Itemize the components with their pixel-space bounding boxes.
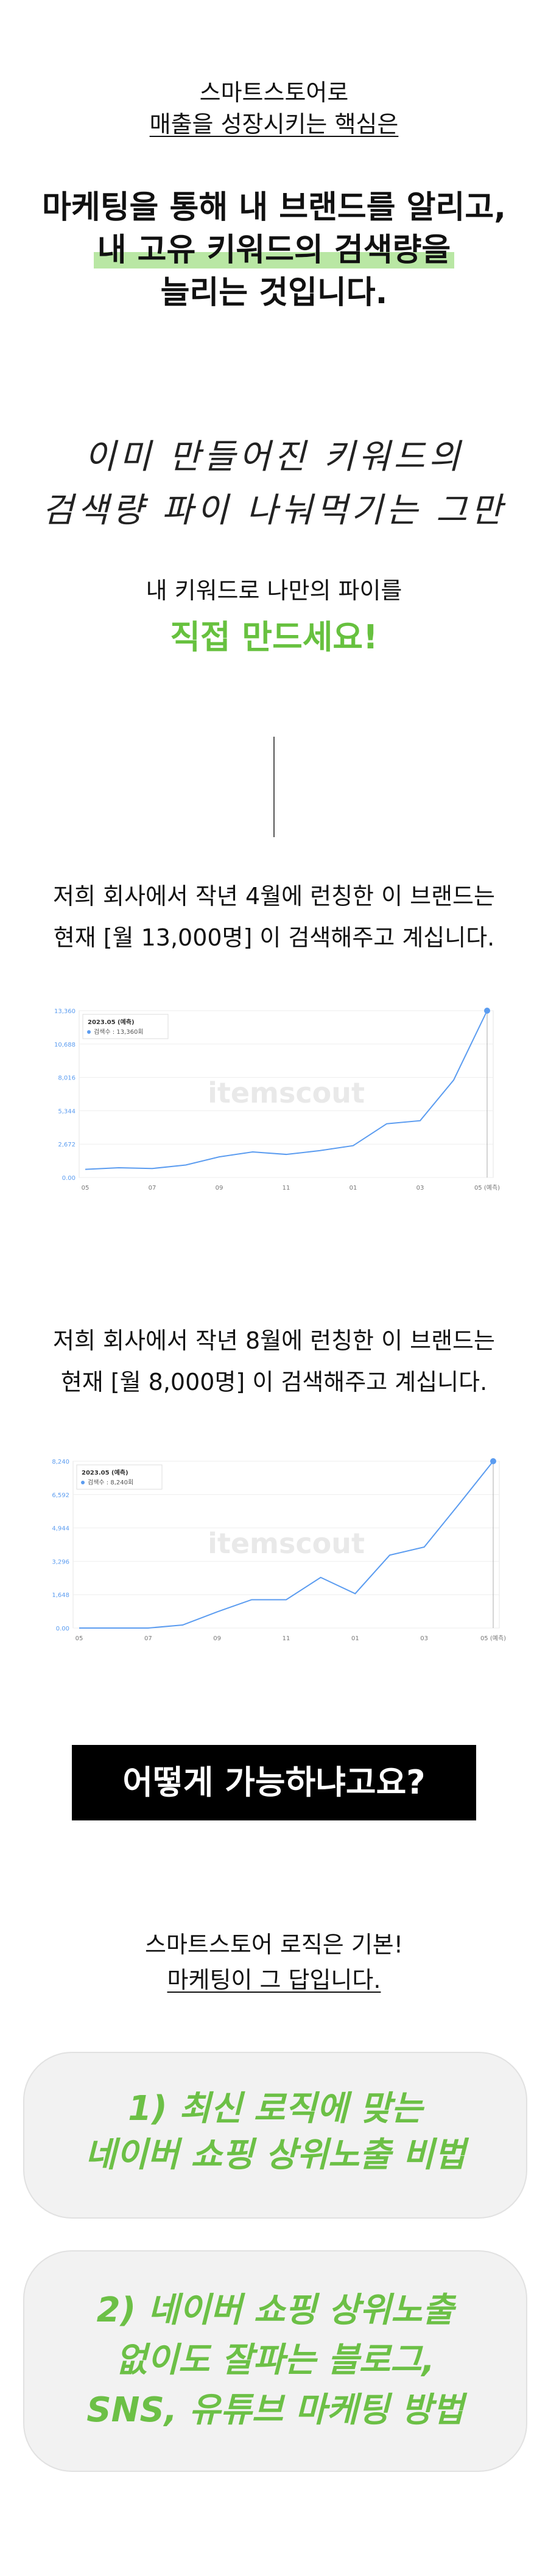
card2-line1: 2) 네이버 쇼핑 상위노출 (96, 2290, 454, 2330)
headline-line2: 내 고유 키워드의 검색량을 (0, 229, 548, 272)
y-tick-label: 8,240 (52, 1459, 69, 1465)
y-tick-label: 1,648 (52, 1592, 69, 1599)
y-tick-label: 4,944 (52, 1526, 69, 1532)
pie-line1: 내 키워드로 나만의 파이를 (146, 577, 402, 604)
tooltip-legend-dot (81, 1481, 85, 1484)
y-tick-label: 8,016 (58, 1075, 76, 1082)
x-tick-label: 05 (예측) (480, 1635, 506, 1642)
x-tick-label: 05 (76, 1635, 83, 1642)
headline-line1: 마케팅을 통해 내 브랜드를 알리고, (42, 189, 506, 226)
tooltip-legend-dot (87, 1030, 91, 1034)
case1-line1: 저희 회사에서 작년 4월에 런칭한 이 브랜드는 (53, 883, 495, 910)
x-tick-label: 09 (213, 1635, 221, 1642)
answer-line1: 스마트스토어 로직은 기본! (145, 1931, 403, 1958)
x-tick-label: 11 (283, 1635, 290, 1642)
x-tick-label: 09 (216, 1185, 223, 1191)
y-tick-label: 0.00 (62, 1175, 76, 1182)
x-tick-label: 01 (351, 1635, 359, 1642)
series-last-point (490, 1458, 496, 1464)
watermark-text: itemscout (208, 1527, 365, 1560)
series-line (79, 1461, 494, 1629)
tooltip-box (76, 1464, 163, 1490)
intro-line2-text: 매출을 성장시키는 핵심은 (149, 111, 399, 138)
card-2: 2) 네이버 쇼핑 상위노출 없이도 잘파는 블로그, SNS, 유튜브 마케팅… (23, 2250, 527, 2472)
series-last-point (484, 1008, 490, 1014)
x-tick-label: 03 (420, 1635, 428, 1642)
headline-highlight: 내 고유 키워드의 검색량을 (93, 232, 455, 268)
chart-1-svg: 0.00 2,672 5,344 8,016 10,688 13,360 itemscout… (54, 1008, 500, 1191)
chart-2-svg: 0.00 1,648 3,296 4,944 6,592 8,240 itemscout 05… (52, 1458, 506, 1642)
watermark-text: itemscout (208, 1076, 365, 1109)
tooltip: 2023.05 (예측) 검색수 : 8,240회 (76, 1464, 163, 1490)
case2-line2: 현재 [월 8,000명] 이 검색해주고 계십니다. (60, 1369, 488, 1395)
tooltip-title: 2023.05 (예측) (82, 1469, 128, 1476)
x-tick-label: 11 (283, 1185, 290, 1191)
y-tick-label: 6,592 (52, 1492, 69, 1499)
chart-2: 0.00 1,648 3,296 4,944 6,592 8,240 itemscout 05… (37, 1443, 511, 1650)
answer-line2: 마케팅이 그 답입니다. (0, 1964, 548, 1996)
handwriting-line2: 검색량 파이 나눠먹기는 그만 (42, 491, 506, 530)
x-tick-label: 05 (예측) (474, 1184, 500, 1191)
intro-line2: 매출을 성장시키는 핵심은 (0, 108, 548, 140)
case1-line2: 현재 [월 13,000명] 이 검색해주고 계십니다. (53, 924, 495, 951)
headline-line3: 늘리는 것입니다. (160, 275, 388, 311)
x-tick-label: 01 (350, 1185, 357, 1191)
x-tick-label: 07 (144, 1635, 152, 1642)
handwriting-line1: 이미 만들어진 키워드의 (84, 437, 464, 477)
y-tick-label: 13,360 (54, 1008, 76, 1015)
case2-line1: 저희 회사에서 작년 8월에 런칭한 이 브랜드는 (53, 1327, 495, 1354)
tooltip-series: 검색수 : 13,360회 (94, 1028, 144, 1036)
y-tick-label: 3,296 (52, 1559, 69, 1565)
x-tick-label: 05 (82, 1185, 90, 1191)
tooltip-title: 2023.05 (예측) (88, 1018, 135, 1026)
y-tick-label: 5,344 (58, 1108, 76, 1115)
x-tick-label: 03 (416, 1185, 424, 1191)
y-tick-label: 10,688 (54, 1042, 76, 1048)
tooltip-box (82, 1014, 169, 1039)
card-1: 1) 최신 로직에 맞는 네이버 쇼핑 상위노출 비법 (23, 2052, 527, 2219)
answer-line2-text: 마케팅이 그 답입니다. (167, 1967, 381, 1993)
x-tick-label: 07 (149, 1185, 156, 1191)
card1-line2: 네이버 쇼핑 상위노출 비법 (85, 2135, 466, 2175)
card2-line2: 없이도 잘파는 블로그, (116, 2340, 435, 2380)
intro-line1: 스마트스토어로 (199, 79, 349, 106)
divider-line (273, 737, 275, 837)
tooltip-series: 검색수 : 8,240회 (88, 1479, 133, 1486)
series-line (85, 1010, 488, 1170)
chart-1: 0.00 2,672 5,344 8,016 10,688 13,360 itemscout… (43, 992, 505, 1199)
y-tick-label: 2,672 (58, 1142, 76, 1148)
card1-line1: 1) 최신 로직에 맞는 (128, 2089, 423, 2129)
pie-line2: 직접 만드세요! (170, 618, 378, 656)
y-tick-label: 0.00 (56, 1626, 69, 1632)
tooltip: 2023.05 (예측) 검색수 : 13,360회 (82, 1014, 169, 1039)
card2-line3: SNS, 유튜브 마케팅 방법 (86, 2390, 464, 2430)
question-box: 어떻게 가능하냐고요? (72, 1745, 476, 1820)
